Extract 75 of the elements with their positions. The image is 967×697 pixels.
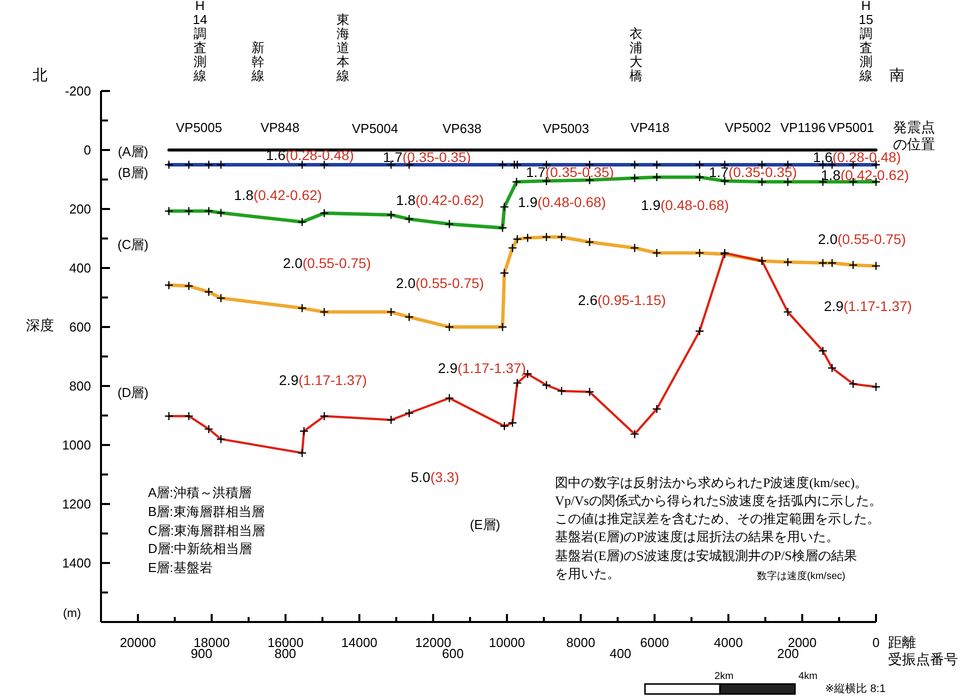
annotation: 数字は速度(km/sec): [757, 570, 846, 582]
annotation: 2.0(0.55-0.75): [818, 231, 906, 247]
annotation: B層:東海層群相当層: [148, 504, 264, 519]
annotation: (A層): [118, 144, 148, 159]
annotation: 1.7(0.35-0.35): [383, 149, 471, 165]
y-tick-label: 800: [69, 378, 91, 394]
annotation: VP5003: [542, 121, 590, 136]
text: 2km: [714, 671, 734, 682]
x-tick-label: 4000: [714, 635, 743, 650]
annotation: 2.0(0.55-0.75): [283, 255, 371, 271]
x-axis-title: 距離: [888, 634, 916, 650]
text: 発震点の位置: [893, 119, 935, 152]
text: 4km: [798, 671, 818, 682]
y-tick-label: 0: [84, 142, 91, 158]
annotation: 1.6(0.28-0.48): [813, 149, 901, 165]
annotation: 1.9(0.48-0.68): [641, 197, 729, 213]
y-axis-title: 深度: [26, 317, 54, 333]
annotation: VP5005: [176, 120, 222, 135]
annotation: 1.8(0.42-0.62): [234, 187, 322, 203]
x2-tick-label: 400: [610, 646, 632, 661]
x-tick-label: 10000: [488, 635, 526, 650]
y-tick-label: 400: [69, 260, 91, 276]
text: (m): [63, 606, 81, 620]
annotation: Vp/Vsの関係式から得られたS波速度を括弧内に示した。: [555, 493, 882, 508]
text: 東海道本線: [336, 12, 350, 83]
annotation: を用いた。: [555, 566, 620, 581]
annotation: 2.0(0.55-0.75): [396, 275, 484, 291]
annotation: 1.8(0.42-0.62): [821, 167, 909, 183]
text: H14調査測線: [192, 0, 208, 83]
annotation: 2.9(1.17-1.37): [438, 360, 526, 376]
y-tick-label: 200: [69, 202, 91, 216]
annotation: 図中の数字は反射法から求められたP波速度(km/sec)。: [555, 475, 868, 490]
y-tick-label: -200: [64, 84, 91, 98]
text: 新幹線: [250, 40, 264, 83]
annotation: VP5004: [352, 121, 398, 136]
text: H15調査測線: [858, 0, 874, 83]
text: 南: [890, 67, 904, 84]
annotation: 2.6(0.95-1.15): [578, 292, 666, 308]
annotation: VP418: [630, 120, 670, 135]
annotation: 基盤岩(E層)のP波速度は屈折法の結果を用いた。: [555, 529, 839, 544]
x-tick-label: 14000: [341, 635, 378, 650]
annotation: この値は推定誤差を含むため、その推定範囲を示した。: [555, 511, 880, 526]
y-tick-label: 1400: [62, 556, 91, 570]
annotation: (E層): [470, 517, 500, 532]
annotation: 1.7(0.35-0.35): [709, 164, 797, 180]
text: ※縦横比 8:1: [825, 682, 886, 695]
text: 衣浦大橋: [630, 26, 642, 83]
annotation: C層:東海層群相当層: [148, 523, 265, 538]
x-tick-label: 6000: [640, 635, 670, 650]
x-tick-label: 20000: [120, 635, 156, 650]
x-tick-label: 8000: [566, 635, 596, 650]
annotation: A層:沖積～洪積層: [148, 485, 252, 500]
x2-axis-title: 受振点番号: [888, 651, 958, 667]
x-tick-label: 0: [872, 635, 880, 650]
annotation: (B層): [118, 165, 148, 180]
annotation: D層:中新統相当層: [148, 541, 252, 556]
annotation: 1.8(0.42-0.62): [396, 192, 484, 208]
annotation: 2.9(1.17-1.37): [824, 298, 912, 314]
annotation: VP638: [442, 121, 482, 136]
text: 北: [32, 67, 48, 84]
annotation: VP5001: [828, 120, 874, 135]
annotation: VP5002: [724, 120, 772, 135]
annotation: VP1196: [780, 120, 826, 135]
annotation: E層:基盤岩: [148, 560, 212, 575]
y-tick-label: 600: [69, 320, 91, 334]
annotation: 1.7(0.35-0.35): [526, 164, 614, 180]
annotation: 1.9(0.48-0.68): [518, 194, 606, 210]
annotation: (D層): [117, 385, 149, 400]
y-tick-label: 1200: [62, 496, 91, 512]
annotation: 基盤岩(E層)のS波速度は安城観測井のP/S検層の結果: [555, 548, 857, 563]
annotation: (C層): [117, 237, 149, 252]
annotation: 5.0(3.3): [410, 469, 460, 485]
annotation: 2.9(1.17-1.37): [279, 372, 367, 388]
annotation: VP848: [260, 120, 300, 135]
y-tick-label: 1000: [62, 438, 91, 452]
